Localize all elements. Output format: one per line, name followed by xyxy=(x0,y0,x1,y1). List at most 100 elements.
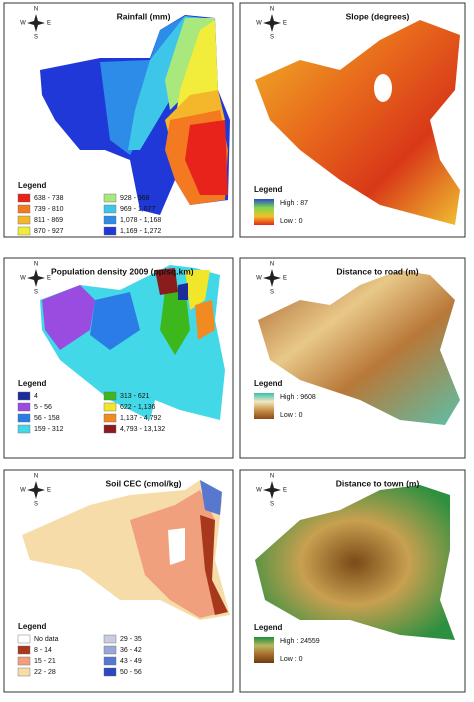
panel-title: Distance to road (m) xyxy=(336,266,418,276)
legend-swatch xyxy=(17,667,31,677)
panel-frame xyxy=(3,257,234,459)
legend-swatch xyxy=(17,391,31,401)
legend-swatch xyxy=(103,402,117,412)
legend-label: 4,793 - 13,132 xyxy=(120,426,165,433)
panel-title: Distance to town (m) xyxy=(336,478,420,488)
compass-label: W xyxy=(256,488,262,494)
compass-label: N xyxy=(270,262,274,268)
legend-low: Low : 0 xyxy=(280,412,303,419)
legend-swatch xyxy=(17,424,31,434)
map-shapes xyxy=(22,15,460,640)
compass-label: W xyxy=(256,276,262,282)
compass-label: E xyxy=(283,276,287,282)
panel-title: Soil CEC (cmol/kg) xyxy=(105,478,181,488)
panel-title: Rainfall (mm) xyxy=(117,11,171,21)
legend-label: 36 - 42 xyxy=(120,647,142,654)
compass-label: W xyxy=(20,488,26,494)
legend-ramp xyxy=(254,199,274,225)
legend-swatch xyxy=(103,667,117,677)
compass-label: E xyxy=(47,21,51,27)
compass-label: N xyxy=(270,7,274,13)
compass-label: S xyxy=(270,35,274,41)
north-arrow xyxy=(263,481,281,499)
legend-high: High : 24559 xyxy=(280,638,320,645)
compass-label: S xyxy=(34,502,38,508)
compass-label: N xyxy=(270,474,274,480)
legend-low: Low : 0 xyxy=(280,218,303,225)
legend-swatch xyxy=(17,215,31,225)
legend-swatch xyxy=(17,402,31,412)
legend-swatch xyxy=(103,215,117,225)
legend-title: Legend xyxy=(18,379,47,388)
legend-ramp xyxy=(254,637,274,663)
legend-ramp xyxy=(254,393,274,419)
legend-title: Legend xyxy=(254,185,283,194)
legend-title: Legend xyxy=(254,623,283,632)
panel-frame xyxy=(239,2,466,238)
compass-label: S xyxy=(270,290,274,296)
legend-swatch xyxy=(103,413,117,423)
legend-swatch xyxy=(17,634,31,644)
compass-label: N xyxy=(34,262,38,268)
legend-title: Legend xyxy=(18,181,47,190)
legend-label: 43 - 49 xyxy=(120,658,142,665)
north-arrow xyxy=(27,269,45,287)
legend-swatch xyxy=(17,645,31,655)
legend-swatch xyxy=(17,413,31,423)
legend-high: High : 87 xyxy=(280,200,308,207)
legend-swatch xyxy=(103,656,117,666)
legend-label: 56 - 158 xyxy=(34,415,60,422)
panel-frame xyxy=(239,257,466,459)
legend-label: No data xyxy=(34,636,59,643)
panel-title: Slope (degrees) xyxy=(346,11,410,21)
compass-label: E xyxy=(283,488,287,494)
legend-label: 4 xyxy=(34,393,38,400)
legend-swatch xyxy=(103,634,117,644)
panel-frame xyxy=(239,469,466,693)
legend-swatch xyxy=(103,391,117,401)
compass-label: S xyxy=(34,35,38,41)
panel-frame xyxy=(3,2,234,238)
legend-label: 15 - 21 xyxy=(34,658,56,665)
legend-swatch xyxy=(103,645,117,655)
compass-label: S xyxy=(34,290,38,296)
legend-label: 870 - 927 xyxy=(34,228,64,235)
legend-swatch xyxy=(103,424,117,434)
compass-label: W xyxy=(256,21,262,27)
compass-label: E xyxy=(47,276,51,282)
legend-label: 1,137 - 4,792 xyxy=(120,415,161,422)
legend-label: 313 - 621 xyxy=(120,393,150,400)
compass-label: E xyxy=(283,21,287,27)
legend-swatch xyxy=(17,656,31,666)
legend-label: 29 - 35 xyxy=(120,636,142,643)
north-arrow xyxy=(263,14,281,32)
legend-swatch xyxy=(103,193,117,203)
legend-low: Low : 0 xyxy=(280,656,303,663)
north-arrow xyxy=(27,14,45,32)
legend-swatch xyxy=(17,193,31,203)
legend-label: 1,169 - 1,272 xyxy=(120,228,161,235)
legend-label: 739 - 810 xyxy=(34,206,64,213)
legend-title: Legend xyxy=(18,622,47,631)
legend-swatch xyxy=(17,204,31,214)
legend-swatch xyxy=(17,226,31,236)
legend-high: High : 9608 xyxy=(280,394,316,401)
north-arrow xyxy=(263,269,281,287)
compass-label: N xyxy=(34,7,38,13)
legend-label: 928 - 968 xyxy=(120,195,150,202)
legend-label: 1,078 - 1,168 xyxy=(120,217,161,224)
north-arrow xyxy=(27,481,45,499)
compass-label: N xyxy=(34,474,38,480)
legend-label: 50 - 56 xyxy=(120,669,142,676)
panel-frame xyxy=(3,469,234,693)
panel-title: Population density 2009 (pp/sq.km) xyxy=(51,266,194,276)
compass-label: W xyxy=(20,21,26,27)
legend-label: 5 - 56 xyxy=(34,404,52,411)
legend-swatch xyxy=(103,204,117,214)
legend-label: 969 - 1,077 xyxy=(120,206,156,213)
legend-title: Legend xyxy=(254,379,283,388)
legend-label: 159 - 312 xyxy=(34,426,64,433)
legend-label: 22 - 28 xyxy=(34,669,56,676)
legend-label: 638 - 738 xyxy=(34,195,64,202)
